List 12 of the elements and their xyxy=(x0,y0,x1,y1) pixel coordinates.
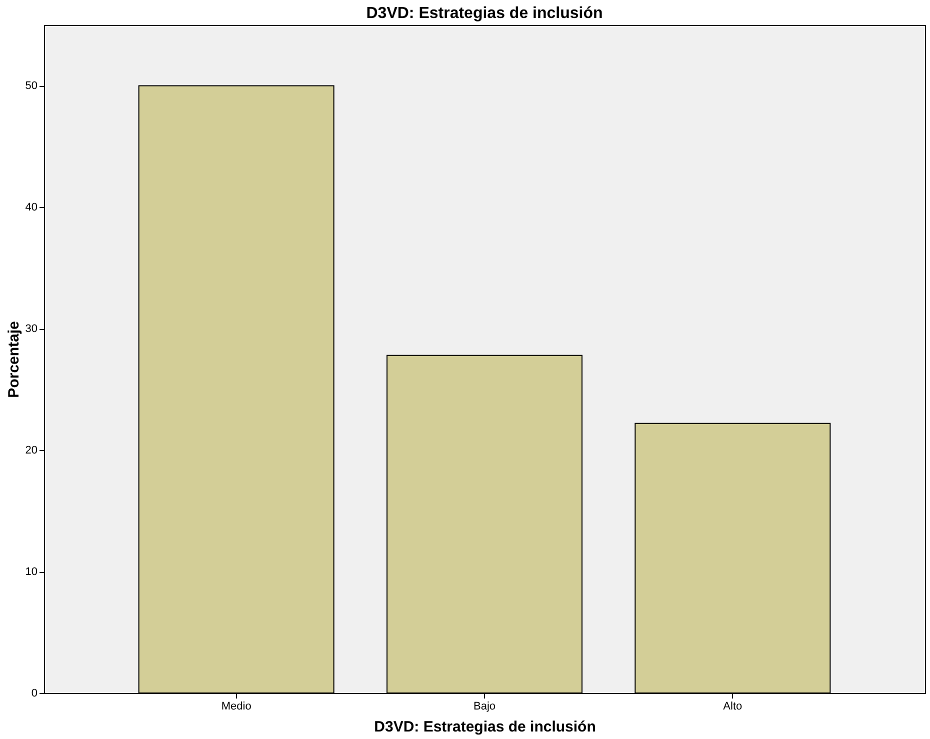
y-tick-label: 10 xyxy=(25,566,38,578)
y-tick-label: 0 xyxy=(31,688,38,700)
y-tick-label: 50 xyxy=(25,80,38,92)
y-tick-label: 30 xyxy=(25,323,38,336)
y-tick-label: 20 xyxy=(25,444,38,457)
y-axis-title: Porcentaje xyxy=(5,321,22,398)
chart-title: D3VD: Estrategias de inclusión xyxy=(366,5,603,22)
x-tick-label: Bajo xyxy=(473,700,496,712)
x-tick-label: Medio xyxy=(221,700,252,712)
x-axis-title: D3VD: Estrategias de inclusión xyxy=(374,718,596,736)
y-tick-label: 40 xyxy=(25,202,38,214)
x-tick-label: Alto xyxy=(723,700,742,712)
